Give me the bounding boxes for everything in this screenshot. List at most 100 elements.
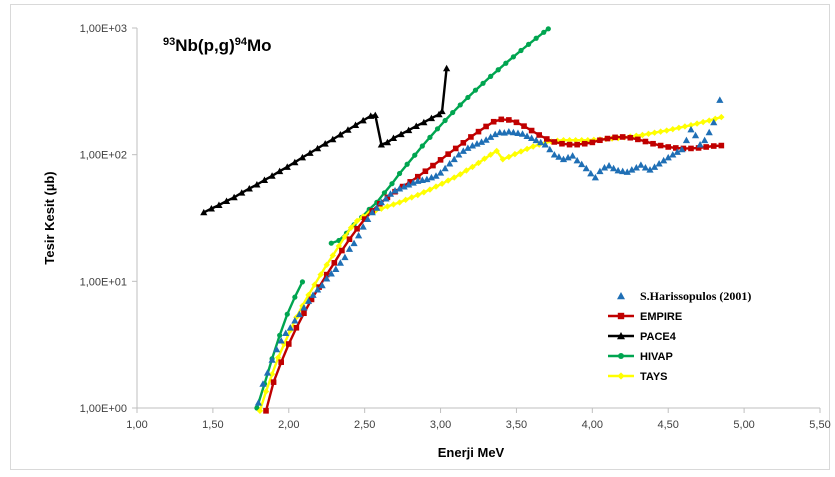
data-point [518,48,523,53]
data-point [645,131,651,137]
data-point [443,65,450,71]
data-point [620,134,626,140]
data-point [716,96,723,102]
data-point [534,36,539,41]
y-tick-label: 1,00E+03 [80,23,127,35]
data-point [651,130,657,136]
data-point [541,30,546,35]
legend-item: TAYS [608,371,668,383]
title-element-b: Mo [247,36,272,55]
legend-item: HIVAP [608,351,673,363]
data-point [627,135,633,141]
data-point [390,201,396,207]
data-point [552,139,558,145]
data-point [506,117,512,123]
data-point [488,74,493,79]
data-point [412,153,417,158]
x-tick-label: 5,00 [733,419,754,431]
title-element-a: Nb(p,g) [175,36,234,55]
data-point [590,140,596,146]
data-point [637,161,644,167]
data-point [443,118,448,123]
legend-item: EMPIRE [608,311,682,323]
data-point [277,333,282,338]
data-point [263,408,269,414]
data-point [480,81,485,86]
y-tick-label: 1,00E+01 [80,276,127,288]
data-point [650,141,656,147]
data-point [706,129,713,135]
data-point [402,197,408,203]
data-point [529,128,535,134]
data-point [300,279,305,284]
data-point [438,157,444,163]
legend-label: S.Harissopulos (2001) [640,289,751,303]
data-point [664,127,670,133]
data-point [703,144,709,150]
data-point [405,162,410,167]
data-point [514,120,520,126]
legend-label: TAYS [640,371,668,383]
data-point [468,134,474,140]
series-tays [257,114,725,414]
x-tick-label: 2,50 [354,419,375,431]
data-point [341,254,348,260]
data-point [461,140,467,146]
legend-item: PACE4 [608,331,677,343]
data-point [278,359,284,365]
x-tick-label: 5,50 [809,419,830,431]
data-point [618,353,624,359]
data-point [435,126,440,131]
data-point [694,120,700,126]
data-point [701,137,708,143]
data-point [332,260,338,266]
x-tick-label: 1,50 [202,419,223,431]
data-point [711,143,717,149]
data-point [692,132,699,138]
data-point [476,129,482,135]
plot-axes [132,28,820,413]
data-point [355,232,362,238]
series-pace4 [200,65,450,216]
data-point [465,95,470,100]
data-point [285,312,290,317]
data-point [682,123,688,129]
data-point [643,139,649,145]
series-line [257,282,303,408]
legend: S.Harissopulos (2001) EMPIRE PACE4 HIVAP TAY… [608,289,751,383]
data-point [420,143,425,148]
data-point [268,356,275,362]
data-point [511,54,516,59]
data-point [605,136,611,142]
data-point [618,313,624,319]
data-point [339,248,345,254]
data-point [483,124,489,130]
x-tick-label: 3,00 [430,419,451,431]
data-point [255,399,262,405]
data-point [676,125,682,131]
data-point [530,143,536,149]
data-point [271,379,277,385]
series-hivap [254,26,551,410]
data-point [301,310,307,316]
data-point [536,132,542,138]
data-point [574,142,580,148]
title-mass-a: 93 [163,36,175,48]
data-point [597,137,603,143]
legend-label: HIVAP [640,351,673,363]
data-point [617,372,624,379]
data-point [491,119,497,125]
data-point [665,144,671,150]
data-point [347,236,353,242]
data-point [688,146,694,152]
x-tick-label: 2,00 [278,419,299,431]
data-point [496,67,501,72]
title-mass-b: 94 [235,36,248,48]
data-point [329,241,334,246]
x-axis-label: Enerji MeV [438,445,505,460]
data-point [473,88,478,93]
data-point [445,151,451,157]
data-point [559,141,565,147]
y-tick-labels: 1,00E+001,00E+011,00E+021,00E+03 [80,23,127,415]
data-point [605,162,612,168]
